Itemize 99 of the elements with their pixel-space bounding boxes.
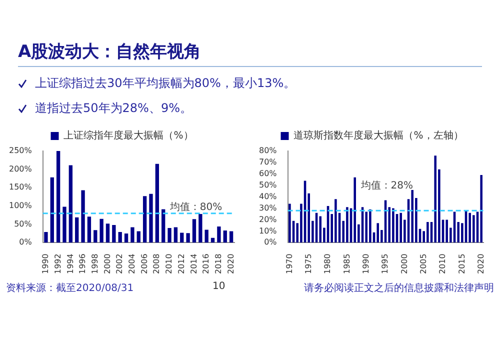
legend-label: 道琼斯指数年度最大振幅（%，左轴）	[294, 130, 464, 142]
x-tick-label: 2010	[438, 254, 448, 274]
y-tick-label: 100%	[8, 201, 32, 210]
bar	[210, 238, 215, 243]
bar	[56, 151, 60, 243]
bar	[75, 217, 79, 243]
text: 资料来源：截至2020/08/31	[6, 282, 134, 295]
bar	[229, 231, 234, 243]
bar	[174, 227, 178, 243]
y-tick-label: 200%	[8, 164, 32, 174]
bar	[472, 215, 475, 243]
bar	[217, 226, 221, 243]
bar	[392, 208, 394, 243]
bar	[162, 209, 166, 243]
bar	[94, 230, 98, 243]
x-tick-label: 1992	[53, 254, 62, 274]
y-tick-label: 0%	[19, 238, 32, 247]
bar	[369, 209, 372, 243]
y-tick-label: 150%	[8, 182, 32, 192]
y-tick-label: 10%	[259, 226, 278, 236]
bar	[68, 165, 73, 243]
x-tick-label: 1990	[41, 254, 50, 274]
x-tick-label: 2014	[189, 254, 198, 274]
bar	[87, 216, 92, 243]
bar	[223, 230, 227, 243]
bar	[288, 204, 291, 243]
x-tick-label: 2020	[226, 254, 236, 274]
bar	[106, 224, 110, 243]
bar	[136, 231, 140, 243]
bar	[346, 207, 348, 243]
bar	[411, 190, 414, 243]
bar	[62, 206, 66, 243]
x-tick-label: 1996	[78, 254, 88, 274]
x-tick-label: 2000	[400, 254, 409, 274]
x-tick-label: 2006	[140, 254, 149, 274]
x-tick-label: 2020	[476, 254, 486, 274]
x-tick-label: 1990	[361, 254, 370, 274]
legend-label: 上证综指年度最大振幅（%）	[64, 130, 194, 142]
bar	[124, 233, 128, 243]
x-tick-label: 2018	[214, 254, 224, 274]
y-tick-label: 70%	[259, 158, 278, 167]
y-tick-label: 20%	[259, 214, 278, 224]
bar	[130, 227, 134, 243]
x-tick-label: 1975	[304, 254, 313, 274]
x-tick-label: 1998	[90, 254, 100, 274]
x-tick-label: 1970	[284, 254, 294, 274]
x-tick-label: 2002	[115, 254, 124, 274]
bar	[204, 230, 208, 243]
y-tick-label: 50%	[14, 219, 32, 228]
text: 请务必阅读正文之后的信息披露和法律声明	[304, 282, 494, 295]
bar	[142, 196, 147, 243]
text: 上证综指过去30年平均振幅为80%，最小13%。	[35, 75, 296, 92]
bar	[434, 156, 436, 243]
bar	[168, 228, 172, 243]
bar	[44, 232, 48, 243]
bar	[400, 212, 402, 243]
x-tick-label: 1994	[66, 254, 75, 274]
y-tick-label: 250%	[8, 146, 32, 156]
x-tick-label: 2016	[202, 254, 211, 274]
bar	[198, 214, 202, 243]
bar	[50, 177, 54, 243]
bar	[468, 212, 471, 243]
x-tick-label: 1995	[380, 254, 390, 274]
x-tick-label: 2004	[128, 254, 137, 274]
bar	[446, 220, 448, 243]
x-tick-label: 2005	[418, 254, 428, 274]
text: 道指过去50年为28%、9%。	[35, 100, 192, 117]
bar	[319, 216, 322, 243]
bar	[480, 175, 482, 243]
bar	[186, 233, 190, 243]
bar	[112, 225, 116, 243]
bar	[334, 199, 337, 243]
x-tick-label: 1985	[342, 254, 352, 274]
x-tick-label: 2012	[176, 254, 186, 274]
ref-line-label: 均值：80%	[168, 200, 222, 213]
y-tick-label: 60%	[259, 168, 278, 178]
bar	[81, 190, 85, 243]
bar	[100, 218, 104, 243]
text: 10	[212, 281, 226, 294]
y-tick-label: 40%	[259, 192, 278, 201]
bar	[376, 223, 379, 243]
text: A股波动大：自然年视角	[18, 40, 482, 67]
bar	[180, 232, 184, 243]
y-tick-label: 0%	[264, 238, 278, 247]
bar	[192, 219, 196, 243]
bar	[426, 222, 429, 243]
x-tick-label: 2015	[457, 254, 466, 274]
x-tick-label: 2008	[152, 254, 162, 274]
x-tick-label: 2000	[102, 254, 112, 274]
x-tick-label: 1980	[323, 254, 332, 274]
y-tick-label: 30%	[259, 203, 278, 212]
bar	[155, 164, 160, 243]
bar	[149, 194, 153, 243]
bar	[354, 177, 356, 243]
bar	[118, 232, 122, 243]
y-tick-label: 80%	[259, 146, 278, 156]
y-tick-label: 50%	[259, 180, 278, 190]
ref-line-label: 均值：28%	[360, 180, 414, 192]
x-tick-label: 2010	[164, 254, 174, 274]
